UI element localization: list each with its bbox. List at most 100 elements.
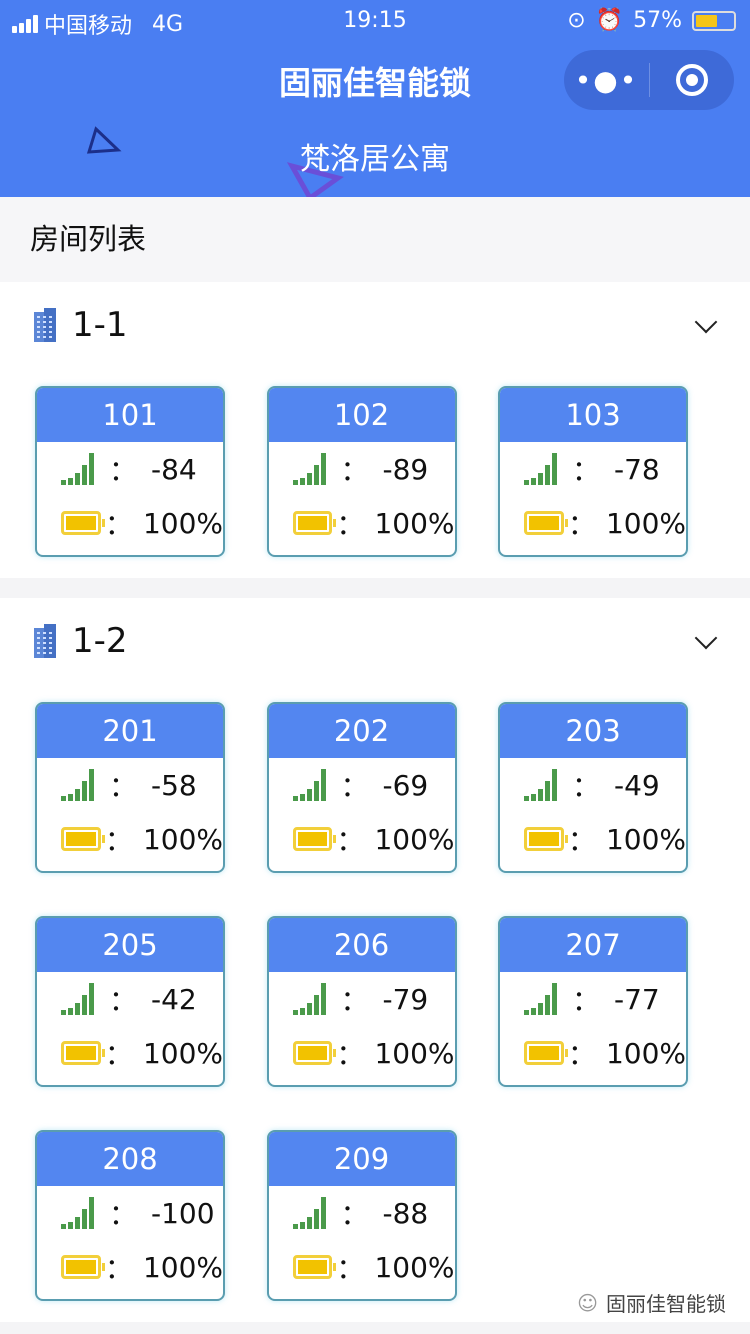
wechat-icon: ☺ bbox=[577, 1290, 598, 1315]
building-icon bbox=[34, 308, 56, 342]
rotation-lock-icon: ⊙ bbox=[567, 8, 586, 33]
battery-value: 100% bbox=[142, 506, 223, 540]
battery-icon bbox=[524, 511, 568, 535]
triangle-decoration-icon bbox=[286, 162, 344, 197]
target-circle-icon bbox=[676, 64, 708, 96]
room-number: 207 bbox=[500, 918, 686, 972]
chevron-down-icon[interactable] bbox=[694, 310, 718, 334]
battery-icon bbox=[61, 1255, 105, 1279]
signal-icon bbox=[292, 769, 329, 801]
close-button[interactable] bbox=[650, 64, 734, 96]
colon: ： bbox=[567, 508, 596, 541]
battery-value: 100% bbox=[374, 1250, 455, 1284]
room-card[interactable]: 101 ： -84 ： 100% bbox=[35, 386, 225, 557]
colon: ： bbox=[340, 984, 369, 1017]
room-card[interactable]: 102 ： -89 ： 100% bbox=[266, 386, 457, 557]
colon: ： bbox=[109, 454, 138, 487]
room-number: 201 bbox=[37, 704, 223, 758]
app-title: 固丽佳智能锁 bbox=[278, 64, 471, 102]
building-section: 1-1 101 ： -84 ： 100% 102 ： -89 ： 100% 103 ： -… bbox=[0, 282, 750, 578]
room-card[interactable]: 209 ： -88 ： 100% bbox=[266, 1130, 457, 1301]
signal-icon bbox=[524, 983, 560, 1015]
signal-icon bbox=[61, 1197, 97, 1229]
signal-icon bbox=[61, 769, 97, 801]
colon: ： bbox=[104, 1252, 133, 1285]
clock: 19:15 bbox=[343, 8, 407, 33]
battery-value: 100% bbox=[605, 1036, 686, 1070]
room-number: 101 bbox=[37, 388, 223, 442]
signal-icon bbox=[292, 453, 329, 485]
chevron-down-icon[interactable] bbox=[694, 626, 718, 650]
status-bar: 中国移动 4G 19:15 ⊙ ⏰ 57% bbox=[0, 6, 750, 39]
signal-value: -100 bbox=[151, 1196, 215, 1230]
room-card[interactable]: 202 ： -69 ： 100% bbox=[266, 702, 457, 873]
battery-value: 100% bbox=[142, 1036, 223, 1070]
colon: ： bbox=[104, 1038, 133, 1071]
colon: ： bbox=[336, 1252, 365, 1285]
colon: ： bbox=[109, 770, 138, 803]
colon: ： bbox=[340, 454, 369, 487]
battery-percent: 57% bbox=[633, 8, 682, 33]
capsule-divider bbox=[649, 63, 650, 97]
room-card[interactable]: 205 ： -42 ： 100% bbox=[35, 916, 225, 1087]
alarm-icon: ⏰ bbox=[595, 8, 624, 33]
top-bar: 中国移动 4G 19:15 ⊙ ⏰ 57% 固丽佳智能锁 •●• 梵洛居公寓 bbox=[0, 0, 750, 197]
room-number: 202 bbox=[268, 704, 455, 758]
signal-value: -79 bbox=[382, 982, 429, 1016]
colon: ： bbox=[109, 1198, 138, 1231]
battery-value: 100% bbox=[374, 1036, 455, 1070]
battery-value: 100% bbox=[605, 822, 686, 856]
signal-icon bbox=[524, 769, 560, 801]
colon: ： bbox=[567, 824, 596, 857]
triangle-decoration-icon bbox=[86, 126, 122, 154]
building-header[interactable]: 1-1 bbox=[0, 282, 750, 368]
room-card[interactable]: 103 ： -78 ： 100% bbox=[498, 386, 688, 557]
colon: ： bbox=[336, 1038, 365, 1071]
signal-value: -78 bbox=[614, 452, 660, 486]
battery-value: 100% bbox=[374, 822, 455, 856]
signal-icon bbox=[61, 983, 97, 1015]
signal-icon bbox=[524, 453, 560, 485]
battery-value: 100% bbox=[374, 506, 455, 540]
room-list-title: 房间列表 bbox=[0, 197, 750, 282]
room-number: 103 bbox=[500, 388, 686, 442]
building-name: 1-1 bbox=[72, 305, 128, 345]
colon: ： bbox=[104, 508, 133, 541]
colon: ： bbox=[336, 508, 365, 541]
room-card[interactable]: 208 ： -100 ： 100% bbox=[35, 1130, 225, 1301]
battery-icon bbox=[524, 1041, 568, 1065]
colon: ： bbox=[336, 824, 365, 857]
building-name: 1-2 bbox=[72, 621, 128, 661]
carrier: 中国移动 bbox=[44, 14, 133, 39]
signal-value: -58 bbox=[151, 768, 197, 802]
battery-icon bbox=[61, 1041, 105, 1065]
battery-icon bbox=[524, 827, 568, 851]
colon: ： bbox=[340, 770, 369, 803]
watermark-text: 固丽佳智能锁 bbox=[606, 1292, 726, 1316]
signal-icon bbox=[292, 1197, 329, 1229]
watermark: ☺ 固丽佳智能锁 bbox=[577, 1288, 726, 1317]
room-number: 203 bbox=[500, 704, 686, 758]
mini-program-capsule: •●• bbox=[564, 50, 734, 110]
battery-icon bbox=[292, 827, 337, 851]
room-card[interactable]: 206 ： -79 ： 100% bbox=[266, 916, 457, 1087]
room-card[interactable]: 203 ： -49 ： 100% bbox=[498, 702, 688, 873]
colon: ： bbox=[572, 454, 601, 487]
signal-value: -42 bbox=[151, 982, 197, 1016]
colon: ： bbox=[572, 984, 601, 1017]
signal-value: -49 bbox=[614, 768, 660, 802]
room-card[interactable]: 207 ： -77 ： 100% bbox=[498, 916, 688, 1087]
room-card[interactable]: 201 ： -58 ： 100% bbox=[35, 702, 225, 873]
building-header[interactable]: 1-2 bbox=[0, 598, 750, 684]
more-dots-icon[interactable]: •●• bbox=[574, 63, 639, 97]
signal-value: -69 bbox=[382, 768, 429, 802]
signal-value: -88 bbox=[382, 1196, 429, 1230]
battery-icon bbox=[692, 10, 736, 31]
colon: ： bbox=[104, 824, 133, 857]
battery-icon bbox=[292, 511, 337, 535]
battery-value: 100% bbox=[142, 1250, 223, 1284]
signal-icon bbox=[292, 983, 329, 1015]
room-number: 206 bbox=[268, 918, 455, 972]
signal-value: -89 bbox=[382, 452, 429, 486]
battery-icon bbox=[292, 1255, 337, 1279]
